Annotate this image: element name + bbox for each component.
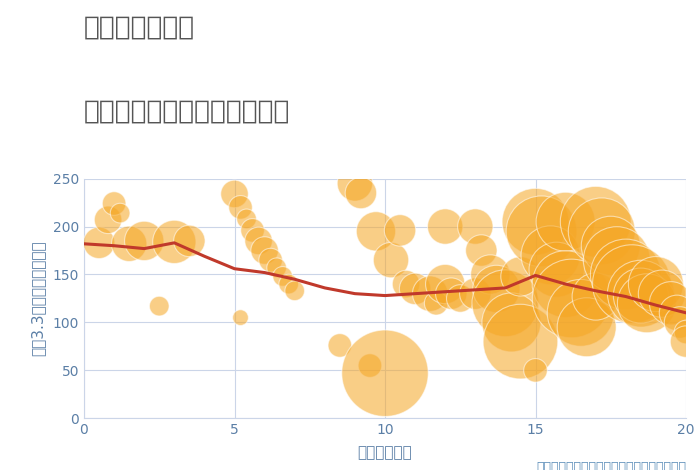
Point	[183, 237, 195, 245]
Y-axis label: 坪（3.3㎡）単価（万円）: 坪（3.3㎡）単価（万円）	[31, 241, 46, 356]
Point	[424, 290, 435, 298]
Point	[379, 369, 391, 377]
Point	[446, 290, 457, 298]
Point	[440, 280, 451, 288]
Point	[289, 287, 300, 295]
Point	[500, 299, 511, 307]
Point	[440, 223, 451, 230]
Point	[410, 285, 421, 293]
Point	[566, 295, 578, 302]
Point	[620, 271, 631, 278]
Point	[506, 319, 517, 326]
Point	[123, 240, 134, 248]
Point	[641, 299, 652, 307]
Point	[241, 215, 252, 223]
Point	[277, 273, 288, 280]
Point	[430, 299, 442, 307]
Point	[115, 209, 126, 217]
Point	[102, 216, 113, 224]
Point	[636, 290, 647, 298]
Point	[235, 204, 246, 211]
Point	[386, 256, 397, 264]
Point	[530, 367, 541, 374]
Point	[581, 323, 592, 331]
Point	[364, 362, 375, 369]
Point	[455, 295, 466, 302]
Point	[229, 190, 240, 198]
Point	[271, 264, 282, 272]
Point	[470, 223, 481, 230]
Point	[476, 247, 487, 254]
Point	[650, 280, 662, 288]
Point	[590, 218, 601, 226]
Point	[665, 299, 676, 307]
Point	[108, 200, 120, 207]
Point	[169, 238, 180, 246]
Point	[400, 280, 412, 288]
Point	[253, 237, 264, 245]
Point	[154, 302, 165, 310]
Point	[560, 218, 571, 226]
Point	[575, 309, 587, 317]
Point	[470, 290, 481, 298]
Point	[590, 293, 601, 300]
Point	[605, 242, 617, 250]
Text: 駅距離別中古マンション価格: 駅距離別中古マンション価格	[84, 99, 290, 125]
Point	[551, 266, 562, 274]
Point	[611, 256, 622, 264]
Point	[139, 237, 150, 245]
Point	[247, 227, 258, 234]
Point	[636, 292, 647, 299]
Point	[283, 280, 294, 288]
Point	[265, 256, 276, 264]
Point	[680, 338, 692, 345]
Point	[491, 285, 502, 293]
Text: 東京都六町駅の: 東京都六町駅の	[84, 14, 195, 40]
Point	[335, 342, 346, 349]
Point	[680, 328, 692, 336]
Point	[93, 239, 105, 247]
Point	[349, 180, 360, 187]
Point	[515, 273, 526, 280]
Point	[560, 280, 571, 288]
Text: 円の大きさは、取引のあった物件面積を示す: 円の大きさは、取引のあった物件面積を示す	[536, 462, 686, 470]
Point	[626, 280, 638, 288]
Point	[530, 218, 541, 226]
Point	[657, 290, 668, 298]
Point	[671, 309, 682, 317]
Point	[484, 271, 496, 278]
Point	[370, 227, 382, 235]
Point	[545, 251, 556, 259]
X-axis label: 駅距離（分）: 駅距離（分）	[358, 446, 412, 461]
Point	[259, 247, 270, 254]
Point	[674, 319, 685, 326]
Point	[515, 338, 526, 345]
Point	[536, 227, 547, 235]
Point	[596, 227, 608, 235]
Point	[235, 314, 246, 321]
Point	[356, 189, 367, 197]
Point	[395, 227, 406, 234]
